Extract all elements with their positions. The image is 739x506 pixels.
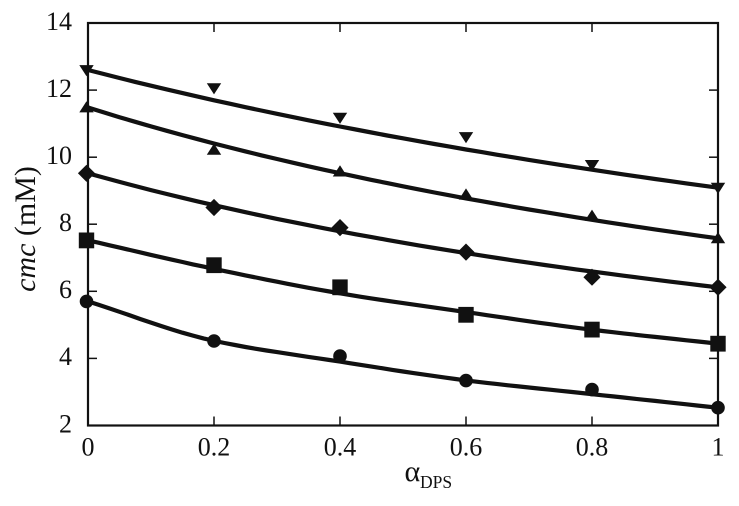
svg-text:0.8: 0.8 [576, 433, 609, 462]
svg-text:cmc (mM): cmc (mM) [9, 166, 42, 292]
svg-text:14: 14 [46, 7, 72, 36]
svg-text:0.6: 0.6 [450, 433, 483, 462]
svg-text:0.4: 0.4 [324, 433, 357, 462]
svg-text:4: 4 [59, 342, 72, 371]
svg-text:6: 6 [59, 275, 72, 304]
svg-text:8: 8 [59, 208, 72, 237]
svg-text:α: α [405, 455, 421, 488]
svg-text:0.2: 0.2 [198, 433, 231, 462]
svg-text:0: 0 [82, 433, 95, 462]
svg-text:DPS: DPS [420, 472, 452, 492]
svg-text:12: 12 [46, 74, 72, 103]
svg-text:10: 10 [46, 141, 72, 170]
svg-text:2: 2 [59, 409, 72, 438]
svg-text:1: 1 [712, 433, 725, 462]
